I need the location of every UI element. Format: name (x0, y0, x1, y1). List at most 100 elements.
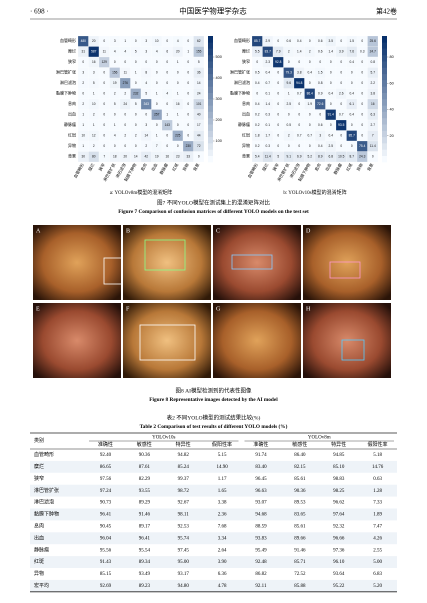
cell-value: 0 (298, 60, 300, 64)
table-cell: 96.62 (333, 501, 345, 506)
cell-value: 72.6 (317, 102, 323, 106)
table-row-label: 淋巴管扩张 (34, 487, 59, 494)
cell-value: 3.9 (339, 50, 344, 54)
cell-value: 0 (330, 71, 332, 75)
table-cell: 0.63 (373, 477, 382, 482)
panel-letter: G (216, 306, 221, 312)
cell-value: 3 (82, 71, 84, 75)
cell-value: 0 (340, 81, 342, 85)
cell-value: 2 (288, 50, 290, 54)
colorbar-segment (382, 42, 387, 49)
colorbar-segment (208, 143, 213, 150)
cell-value: 230 (186, 144, 192, 148)
cell-value: 0 (277, 81, 279, 85)
cell-value: 0 (340, 39, 342, 43)
table-cell: 97.56 (100, 477, 112, 482)
endoscopy-image (33, 225, 121, 300)
cell-value: 8.7 (350, 155, 355, 159)
cell-value: 2.7 (371, 123, 376, 127)
table-row-header: 类别 (34, 437, 44, 444)
cell-value: 0 (177, 123, 179, 127)
colorbar-label: 200 (216, 118, 222, 122)
column-label: 出血 (149, 162, 158, 172)
cell-value: 0 (124, 123, 126, 127)
cell-value: 2.5 (287, 102, 292, 106)
panel-letter: D (306, 228, 311, 234)
cell-value: 2 (93, 144, 95, 148)
cell-value: 44 (197, 134, 201, 138)
row-label: 红斑 (242, 132, 250, 138)
table-cell: 72.52 (294, 572, 306, 577)
cell-value: 0 (145, 60, 147, 64)
metric-header: 敏感性 (137, 441, 152, 448)
cell-value: 2.3 (266, 60, 271, 64)
cell-value: 10 (155, 39, 159, 43)
cell-value: 10 (81, 134, 85, 138)
cell-value: 20 (123, 155, 127, 159)
cell-value: 20 (176, 50, 180, 54)
row-label: 黏膜下肿物 (230, 90, 250, 96)
cell-value: 0 (103, 113, 105, 117)
cell-value: 14 (144, 134, 148, 138)
row-stripe (30, 579, 397, 592)
cell-value: 0.1 (266, 92, 271, 96)
table-cell: 94.80 (178, 584, 190, 589)
row-label: 淋巴滤泡 (60, 79, 76, 85)
row-label: 淋巴管扩张 (230, 69, 250, 75)
column-label: 糜烂 (86, 162, 95, 172)
cell-value: 24.7 (370, 50, 376, 54)
cell-value: 0 (187, 134, 189, 138)
cell-value: 1 (82, 144, 84, 148)
table-cell: 91.74 (255, 453, 267, 458)
metric-header: 准确性 (253, 441, 268, 448)
row-stripe (30, 532, 397, 545)
cell-value: 5 (135, 102, 137, 106)
cell-value: 1 (156, 92, 158, 96)
table-cell: 92.40 (100, 453, 112, 458)
cell-value: 0 (277, 71, 279, 75)
cell-value: 0 (124, 60, 126, 64)
cell-value: 1 (124, 39, 126, 43)
cell-value: 6.3 (371, 113, 376, 117)
cell-value: 587 (91, 50, 97, 54)
cell-value: 0.7 (308, 134, 313, 138)
cell-value: 85.7 (349, 134, 355, 138)
cell-value: 101 (196, 102, 202, 106)
cell-value: 9.1 (287, 155, 292, 159)
figure-caption-en: Figure 8 Representative images detected … (149, 397, 278, 403)
table-cell: 4.26 (373, 536, 382, 541)
cell-value: 4 (177, 39, 179, 43)
cell-value: 0 (277, 92, 279, 96)
table-cell: 85.61 (294, 524, 306, 529)
cell-value: 0 (145, 113, 147, 117)
cell-value: 3.8 (297, 71, 302, 75)
table-cell: 95.22 (333, 584, 345, 589)
cell-value: 0.6 (318, 39, 323, 43)
cell-value: 0 (156, 60, 158, 64)
cell-value: 6 (166, 50, 168, 54)
cell-value: 10.5 (338, 155, 344, 159)
colorbar-segment (382, 54, 387, 62)
table-cell: 91.43 (100, 560, 112, 565)
row-label: 红斑 (68, 132, 76, 138)
cell-value: 16 (92, 60, 96, 64)
table-cell: 7.33 (373, 501, 382, 506)
table-cell: 97.36 (333, 548, 345, 553)
cell-value: 0 (298, 144, 300, 148)
cell-value: 0 (309, 81, 311, 85)
table-cell: 92.32 (333, 524, 345, 529)
cell-value: 3 (145, 39, 147, 43)
cell-value: 24.3 (359, 155, 365, 159)
table-row-label: 静脉瘤 (34, 546, 49, 553)
table-cell: 85.10 (333, 465, 345, 470)
cell-value: 42 (144, 155, 148, 159)
cell-value: 0.2 (255, 113, 260, 117)
colorbar-segment (208, 73, 213, 81)
endoscopy-image (303, 303, 391, 378)
panel-letter: C (216, 228, 220, 234)
cell-value: 85.7 (254, 39, 260, 43)
row-label: 狭窄 (242, 58, 250, 64)
cell-value: 2 (82, 81, 84, 85)
cell-value: 2.5 (329, 144, 334, 148)
cell-value: 0 (277, 113, 279, 117)
